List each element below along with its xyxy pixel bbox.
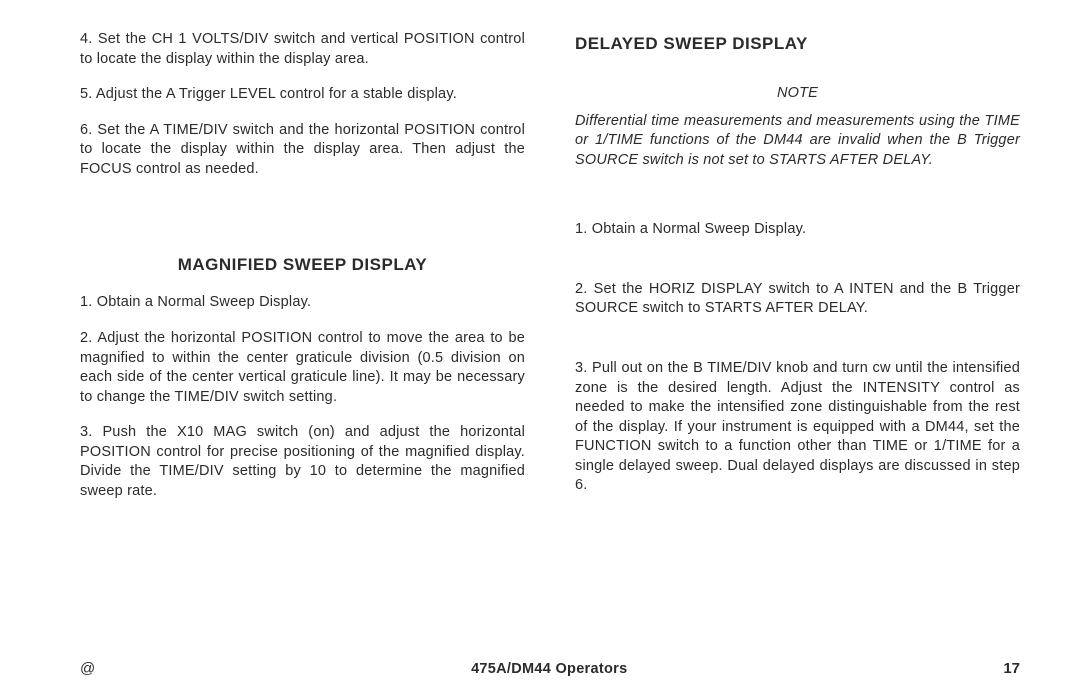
magnified-heading: MAGNIFIED SWEEP DISPLAY <box>80 255 525 275</box>
page-number: 17 <box>1003 660 1020 677</box>
manual-page: 4. Set the CH 1 VOLTS/DIV switch and ver… <box>0 0 1080 697</box>
footer-at-symbol: @ <box>80 660 95 677</box>
mag-step-2: 2. Adjust the horizontal POSITION contro… <box>80 329 525 407</box>
step-4: 4. Set the CH 1 VOLTS/DIV switch and ver… <box>80 30 525 69</box>
mag-step-3: 3. Push the X10 MAG switch (on) and adju… <box>80 423 525 501</box>
step-5: 5. Adjust the A Trigger LEVEL control fo… <box>80 85 525 105</box>
mag-step-1: 1. Obtain a Normal Sweep Display. <box>80 293 525 313</box>
left-column: 4. Set the CH 1 VOLTS/DIV switch and ver… <box>80 30 525 654</box>
del-step-1: 1. Obtain a Normal Sweep Display. <box>575 220 1020 240</box>
columns: 4. Set the CH 1 VOLTS/DIV switch and ver… <box>80 30 1020 654</box>
right-column: DELAYED SWEEP DISPLAY NOTE Differential … <box>575 30 1020 654</box>
del-step-3: 3. Pull out on the B TIME/DIV knob and t… <box>575 359 1020 496</box>
note-body: Differential time measurements and measu… <box>575 112 1020 171</box>
step-6: 6. Set the A TIME/DIV switch and the hor… <box>80 121 525 180</box>
delayed-heading: DELAYED SWEEP DISPLAY <box>575 34 1020 54</box>
footer-title: 475A/DM44 Operators <box>95 661 1003 677</box>
page-footer: @ 475A/DM44 Operators 17 <box>80 654 1020 677</box>
note-label: NOTE <box>575 84 1020 104</box>
del-step-2: 2. Set the HORIZ DISPLAY switch to A INT… <box>575 280 1020 319</box>
